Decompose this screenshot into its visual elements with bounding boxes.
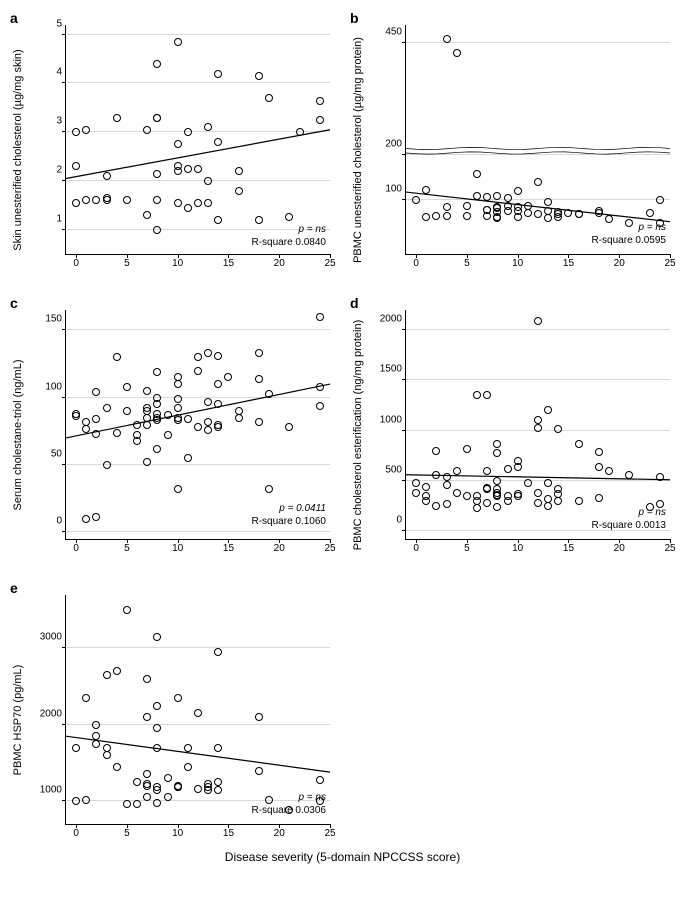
y-axis-label: Serum cholestane-triol (ng/mL) bbox=[12, 284, 24, 435]
y-axis-label: Skin unesterified cholesterol (µg/mg ski… bbox=[12, 0, 24, 150]
r-square: R-square 0.1060 bbox=[252, 515, 327, 528]
plot-area: 1000200030000510152025p = nsR-square 0.0… bbox=[65, 595, 330, 825]
xtick-label: 25 bbox=[664, 254, 675, 269]
xtick-label: 10 bbox=[512, 539, 523, 554]
xtick-label: 5 bbox=[124, 824, 130, 839]
xtick-label: 10 bbox=[172, 254, 183, 269]
ytick-label: 2000 bbox=[380, 314, 406, 325]
xtick-label: 20 bbox=[274, 254, 285, 269]
p-value: p = ns bbox=[592, 221, 667, 234]
xtick-label: 5 bbox=[124, 254, 130, 269]
ytick-label: 5 bbox=[56, 18, 66, 29]
ytick-label: 3000 bbox=[40, 632, 66, 643]
panel-label: e bbox=[10, 580, 18, 596]
ytick-label: 3 bbox=[56, 116, 66, 127]
xtick-label: 0 bbox=[73, 254, 79, 269]
stats-annotation: p = nsR-square 0.0013 bbox=[592, 506, 667, 532]
xtick-label: 20 bbox=[274, 824, 285, 839]
panel-b: b1002004500510152025p = nsR-square 0.059… bbox=[350, 10, 675, 290]
xtick-label: 20 bbox=[274, 539, 285, 554]
ytick-label: 1000 bbox=[380, 414, 406, 425]
xtick-label: 15 bbox=[223, 539, 234, 554]
ytick-label: 4 bbox=[56, 67, 66, 78]
p-value: p = ns bbox=[252, 791, 327, 804]
stats-annotation: p = 0.0411R-square 0.1060 bbox=[252, 502, 327, 528]
ytick-label: 100 bbox=[45, 381, 66, 392]
xtick-label: 15 bbox=[563, 539, 574, 554]
ytick-label: 200 bbox=[385, 139, 406, 150]
xtick-label: 25 bbox=[664, 539, 675, 554]
trend-line bbox=[66, 25, 330, 254]
stats-annotation: p = nsR-square 0.0595 bbox=[592, 221, 667, 247]
r-square: R-square 0.0013 bbox=[592, 519, 667, 532]
xtick-label: 10 bbox=[172, 539, 183, 554]
xtick-label: 20 bbox=[614, 254, 625, 269]
ytick-label: 150 bbox=[45, 314, 66, 325]
xtick-label: 10 bbox=[172, 824, 183, 839]
xtick-label: 5 bbox=[124, 539, 130, 554]
xtick-label: 15 bbox=[223, 824, 234, 839]
xtick-label: 25 bbox=[324, 254, 335, 269]
stats-annotation: p = nsR-square 0.0840 bbox=[252, 223, 327, 249]
plot-area: 123450510152025p = nsR-square 0.0840 bbox=[65, 25, 330, 255]
ytick-label: 1000 bbox=[40, 785, 66, 796]
r-square: R-square 0.0840 bbox=[252, 236, 327, 249]
plot-area: 05001000150020000510152025p = nsR-square… bbox=[405, 310, 670, 540]
xtick-label: 25 bbox=[324, 539, 335, 554]
trend-line bbox=[406, 25, 670, 254]
ytick-label: 450 bbox=[385, 26, 406, 37]
panel-a: a123450510152025p = nsR-square 0.0840Ski… bbox=[10, 10, 335, 290]
ytick-label: 0 bbox=[396, 514, 406, 525]
trend-line bbox=[406, 310, 670, 539]
xtick-label: 5 bbox=[464, 539, 470, 554]
ytick-label: 0 bbox=[56, 516, 66, 527]
panel-e: e1000200030000510152025p = nsR-square 0.… bbox=[10, 580, 335, 860]
xtick-label: 5 bbox=[464, 254, 470, 269]
stats-annotation: p = nsR-square 0.0306 bbox=[252, 791, 327, 817]
xtick-label: 0 bbox=[413, 254, 419, 269]
ytick-label: 500 bbox=[385, 464, 406, 475]
ytick-label: 2 bbox=[56, 164, 66, 175]
panel-c: c0501001500510152025p = 0.0411R-square 0… bbox=[10, 295, 335, 575]
ytick-label: 100 bbox=[385, 184, 406, 195]
ytick-label: 1500 bbox=[380, 364, 406, 375]
panel-d: d05001000150020000510152025p = nsR-squar… bbox=[350, 295, 675, 575]
plot-area: 1002004500510152025p = nsR-square 0.0595 bbox=[405, 25, 670, 255]
xtick-label: 20 bbox=[614, 539, 625, 554]
y-axis-label: PBMC HSP70 (pg/mL) bbox=[12, 609, 24, 720]
trend-line bbox=[66, 595, 330, 824]
xtick-label: 15 bbox=[223, 254, 234, 269]
ytick-label: 50 bbox=[51, 448, 66, 459]
r-square: R-square 0.0306 bbox=[252, 804, 327, 817]
p-value: p = ns bbox=[252, 223, 327, 236]
plot-area: 0501001500510152025p = 0.0411R-square 0.… bbox=[65, 310, 330, 540]
xtick-label: 25 bbox=[324, 824, 335, 839]
p-value: p = 0.0411 bbox=[252, 502, 327, 515]
xtick-label: 10 bbox=[512, 254, 523, 269]
ytick-label: 1 bbox=[56, 213, 66, 224]
xtick-label: 0 bbox=[73, 539, 79, 554]
xtick-label: 0 bbox=[413, 539, 419, 554]
p-value: p = ns bbox=[592, 506, 667, 519]
xtick-label: 0 bbox=[73, 824, 79, 839]
xtick-label: 15 bbox=[563, 254, 574, 269]
y-axis-label: PBMC unesterified cholesterol (µg/mg pro… bbox=[352, 0, 364, 150]
ytick-label: 2000 bbox=[40, 708, 66, 719]
r-square: R-square 0.0595 bbox=[592, 234, 667, 247]
y-axis-label: PBMC cholesterol esterification (ng/mg p… bbox=[352, 205, 364, 435]
